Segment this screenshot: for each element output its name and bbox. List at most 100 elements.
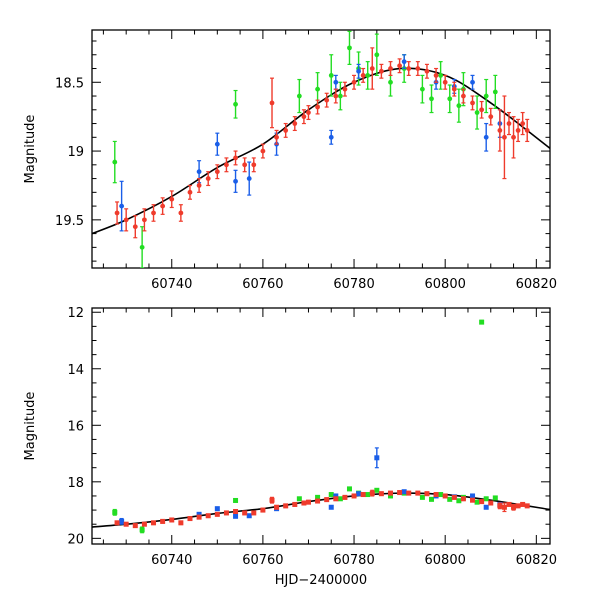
bottom-data-point-blue <box>356 491 362 497</box>
top-data-point-blue <box>233 169 238 193</box>
top-marker <box>315 86 320 92</box>
bottom-data-point-red <box>387 490 393 496</box>
top-series-green <box>112 30 498 268</box>
top-marker <box>112 159 118 165</box>
top-marker <box>328 134 334 140</box>
bottom-marker <box>369 490 375 496</box>
top-data-point-red <box>169 190 175 209</box>
bottom-x-axis: 60740 60760 60780 60800 60820 <box>102 308 557 568</box>
bottom-data-point-red <box>506 501 512 507</box>
top-data-point-red <box>214 164 220 180</box>
top-panel: 60740 60760 60780 60800 60820 18.5 19 19.5 Magni… <box>23 29 557 292</box>
top-marker <box>196 183 202 188</box>
bottom-x-tick-label: 60800 <box>425 553 466 568</box>
top-data-point-red <box>461 88 466 104</box>
bottom-data-point-green <box>374 487 380 493</box>
bottom-data-point-red <box>214 511 220 517</box>
top-x-tick-label: 60760 <box>242 277 283 292</box>
bottom-panel: 60740 60760 60780 60800 60820 12 14 16 18 20 Magni… <box>23 306 557 588</box>
top-marker <box>497 128 503 133</box>
bottom-data-point-red <box>301 500 307 506</box>
top-data-point-red <box>301 109 307 125</box>
top-data-point-red <box>205 171 211 187</box>
bottom-marker <box>114 520 120 526</box>
bottom-data-point-red <box>315 498 321 504</box>
bottom-marker <box>119 518 125 524</box>
top-data-point-green <box>483 78 489 114</box>
bottom-marker <box>424 491 430 497</box>
bottom-data-point-red <box>520 501 526 507</box>
top-y-tick-label: 19.5 <box>55 214 84 229</box>
top-marker <box>233 178 238 184</box>
bottom-data-point-red <box>524 503 530 509</box>
top-marker <box>337 93 343 99</box>
bottom-x-tick-label: 60820 <box>516 553 557 568</box>
top-data-point-red <box>114 201 120 225</box>
bottom-data-point-green <box>447 496 453 502</box>
top-model-curve <box>92 67 550 235</box>
top-marker <box>169 196 175 202</box>
bottom-marker <box>433 492 439 498</box>
top-marker <box>196 169 202 175</box>
bottom-y-tick-label: 18 <box>67 476 84 491</box>
top-data-point-red <box>324 92 330 108</box>
top-y-axis-label: Magnitude <box>23 115 38 184</box>
bottom-data-point-red <box>511 503 517 511</box>
top-marker <box>520 121 526 126</box>
top-marker <box>365 72 371 78</box>
bottom-marker <box>328 492 334 498</box>
bottom-marker <box>333 493 339 499</box>
bottom-data-point-green <box>328 492 334 498</box>
bottom-marker <box>492 495 498 501</box>
top-data-point-green <box>456 88 462 123</box>
top-data-point-red <box>283 122 289 138</box>
bottom-marker <box>123 521 129 527</box>
top-marker <box>269 100 275 106</box>
top-data-point-red <box>260 143 266 159</box>
top-data-point-red <box>274 129 279 145</box>
top-data-point-red <box>506 111 512 136</box>
top-marker <box>502 134 507 140</box>
top-marker <box>388 79 393 85</box>
top-marker <box>461 93 466 99</box>
bottom-marker <box>160 518 166 524</box>
top-x-tick-label: 60820 <box>516 277 557 292</box>
top-marker <box>178 210 184 216</box>
top-marker <box>274 134 279 140</box>
bottom-marker <box>378 491 384 497</box>
top-marker <box>351 79 357 85</box>
top-data-point-blue <box>328 129 334 145</box>
top-marker <box>123 217 129 223</box>
bottom-marker <box>141 521 147 527</box>
bottom-data-point-red <box>433 492 439 498</box>
bottom-data-point-green <box>233 497 239 503</box>
bottom-data-point-blue <box>119 517 125 525</box>
top-data-point-red <box>160 197 166 215</box>
bottom-marker <box>470 497 476 503</box>
bottom-marker <box>365 492 371 498</box>
bottom-data-point-green <box>296 496 302 502</box>
top-data-point-red <box>433 67 439 83</box>
bottom-x-tick-label: 60760 <box>242 553 283 568</box>
bottom-marker <box>442 493 448 499</box>
bottom-data-point-red <box>292 501 298 507</box>
bottom-data-point-red <box>415 490 421 496</box>
top-marker <box>260 148 266 154</box>
top-data-point-red <box>196 177 202 193</box>
top-data-point-green <box>447 84 453 114</box>
bottom-data-point-blue <box>233 513 239 519</box>
bottom-series-red <box>114 489 530 529</box>
bottom-data-point-red <box>141 521 147 527</box>
bottom-data-point-red <box>369 489 375 497</box>
bottom-marker <box>429 496 435 502</box>
bottom-y-tick-label: 20 <box>67 532 84 547</box>
bottom-data-point-red <box>187 516 193 522</box>
top-marker <box>424 68 430 74</box>
bottom-data-point-blue <box>328 504 334 510</box>
bottom-series-blue <box>119 447 503 525</box>
top-marker <box>515 128 521 133</box>
top-data-point-red <box>524 118 530 143</box>
bottom-y-tick-label: 16 <box>67 419 84 434</box>
